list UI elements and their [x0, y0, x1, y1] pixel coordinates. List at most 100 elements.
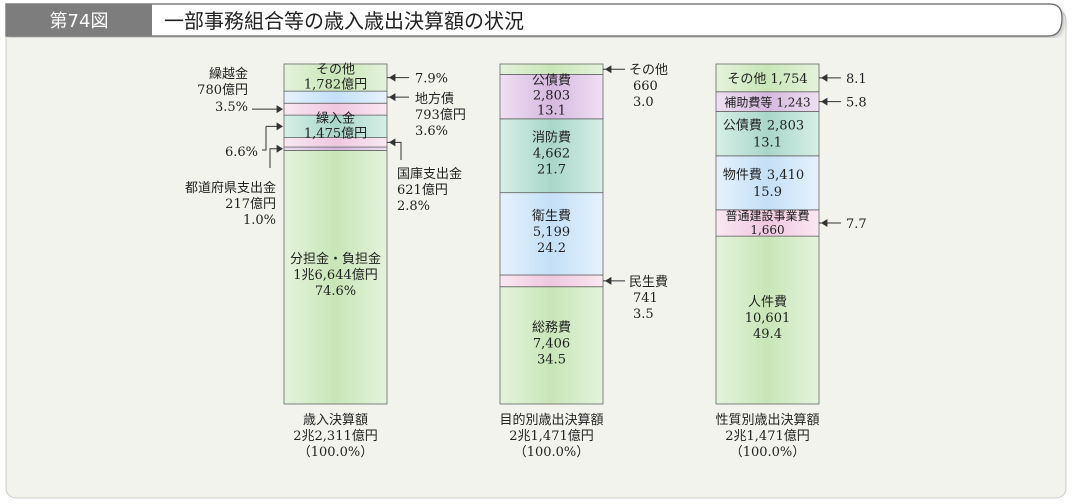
seg-amount-1-2: 5,199	[533, 225, 570, 240]
seg-name-0-1: 都道府県支出金	[185, 180, 276, 196]
seg-name-1-3: 消防費	[532, 130, 571, 146]
seg-name-1-5: その他	[629, 63, 668, 78]
seg-amount-2-5: 1,754	[770, 72, 807, 87]
seg-name-2-1: 普通建設事業費	[725, 208, 809, 223]
bar-segment-1-3	[499, 118, 604, 194]
arrow-0-2	[389, 138, 396, 147]
seg-percent-0-3: 6.6%	[225, 145, 258, 160]
seg-amount-2-2: 3,410	[767, 168, 804, 183]
seg-name-0-5: 地方債	[415, 91, 454, 107]
seg-name-2-5: その他 1,754	[727, 72, 807, 87]
seg-name-text-2-2: 物件費	[723, 168, 762, 183]
bars-layer	[283, 63, 820, 405]
seg-amount-1-5: 660	[633, 79, 658, 94]
arrow-2-5	[821, 73, 828, 82]
leader-0-3-a	[262, 126, 267, 151]
total-label-0: 歳入決算額	[303, 413, 368, 428]
seg-name-2-2: 物件費 3,410	[723, 168, 804, 183]
bar-segment-1-1	[499, 274, 604, 288]
arrow-0-1	[276, 144, 283, 153]
bar-segment-1-2	[499, 192, 604, 276]
seg-amount-0-2: 621億円	[397, 182, 448, 198]
seg-percent-0-2: 2.8%	[397, 199, 430, 214]
bar-segment-2-5	[715, 63, 820, 93]
seg-amount-2-1: 1,660	[750, 223, 784, 237]
seg-percent-1-5: 3.0	[633, 95, 654, 110]
seg-name-text-2-5: その他	[727, 72, 766, 87]
arrow-1-1	[605, 276, 612, 285]
seg-amount-0-1: 217億円	[225, 196, 276, 212]
seg-amount-0-4: 780億円	[197, 82, 248, 98]
arrow-2-4	[821, 97, 828, 106]
seg-amount-1-4: 2,803	[533, 89, 570, 104]
seg-percent-0-1: 1.0%	[243, 213, 276, 228]
total-amount-2: 2兆1,471億円	[725, 428, 810, 444]
header-label-background	[6, 4, 152, 36]
seg-percent-1-2: 24.2	[537, 241, 566, 256]
seg-amount-0-0: 1兆6,644億円	[293, 267, 378, 283]
seg-percent-0-6: 7.9%	[415, 72, 448, 87]
arrow-0-4	[276, 105, 283, 114]
leader-lines	[252, 65, 841, 285]
seg-name-text-2-3: 公債費	[723, 119, 762, 134]
seg-amount-1-1: 741	[633, 291, 658, 306]
header-box	[5, 3, 1063, 37]
seg-name-0-0: 分担金・負担金	[290, 251, 381, 267]
seg-percent-1-3: 21.7	[537, 163, 566, 178]
bar-segment-2-0	[715, 235, 820, 405]
seg-percent-2-3: 13.1	[753, 136, 782, 151]
seg-percent-1-0: 34.5	[537, 352, 566, 367]
seg-name-1-1: 民生費	[629, 275, 668, 290]
seg-name-1-2: 衛生費	[532, 209, 571, 224]
total-percent-2: （100.0%）	[730, 445, 806, 460]
total-amount-1: 2兆1,471億円	[509, 428, 594, 444]
seg-percent-0-4: 3.5%	[215, 100, 248, 115]
seg-amount-0-3: 1,475億円	[304, 125, 367, 141]
bar-segment-2-1	[715, 209, 820, 237]
seg-percent-2-4: 5.8	[846, 96, 867, 111]
arrow-1-5	[605, 65, 612, 74]
total-label-1: 目的別歳出決算額	[499, 412, 603, 428]
arrow-2-1	[821, 218, 828, 227]
arrow-0-5	[389, 93, 396, 102]
seg-percent-1-4: 13.1	[537, 104, 566, 119]
seg-percent-0-0: 74.6%	[315, 284, 356, 299]
total-percent-1: （100.0%）	[514, 445, 590, 460]
seg-percent-2-2: 15.9	[753, 185, 782, 200]
seg-amount-2-0: 10,601	[745, 311, 791, 326]
seg-name-0-3: 繰入金	[316, 110, 355, 126]
seg-amount-0-6: 1,782億円	[304, 77, 367, 93]
seg-percent-2-0: 49.4	[753, 327, 782, 342]
page-title: 一部事務組合等の歳入歳出決算額の状況	[164, 9, 524, 33]
figure-label: 第74図	[50, 11, 109, 32]
seg-amount-2-3: 2,803	[767, 119, 804, 134]
seg-name-2-3: 公債費 2,803	[723, 119, 804, 134]
seg-name-0-4: 繰越金	[209, 66, 248, 82]
bar-segment-0-5	[283, 90, 388, 104]
figure-header: 第74図 一部事務組合等の歳入歳出決算額の状況	[5, 3, 1063, 37]
chart-text-layer: 歳入決算額2兆2,311億円（100.0%）目的別歳出決算額2兆1,471億円（…	[185, 63, 867, 460]
seg-percent-2-1: 7.7	[846, 217, 867, 232]
total-amount-0: 2兆2,311億円	[293, 428, 378, 444]
seg-amount-0-5: 793億円	[415, 107, 466, 123]
seg-percent-1-1: 3.5	[633, 307, 654, 322]
seg-amount-1-0: 7,406	[533, 336, 570, 351]
seg-percent-2-5: 8.1	[846, 72, 867, 87]
seg-amount-2-4: 1,243	[776, 96, 810, 110]
seg-amount-1-3: 4,662	[533, 147, 570, 162]
seg-name-1-0: 総務費	[532, 320, 571, 335]
seg-name-2-4: 補助費等 1,243	[724, 95, 810, 110]
bar-segment-2-2	[715, 155, 820, 211]
bar-segment-2-3	[715, 111, 820, 157]
arrow-0-3	[276, 122, 283, 131]
total-label-2: 性質別歳出決算額	[715, 413, 819, 428]
bar-segment-0-1	[283, 146, 388, 151]
seg-name-text-2-4: 補助費等	[724, 95, 772, 110]
seg-name-2-0: 人件費	[748, 295, 787, 310]
seg-percent-0-5: 3.6%	[415, 124, 448, 139]
seg-name-1-4: 公債費	[532, 74, 571, 89]
bar-segment-1-0	[499, 286, 604, 405]
arrow-0-6	[389, 73, 396, 82]
